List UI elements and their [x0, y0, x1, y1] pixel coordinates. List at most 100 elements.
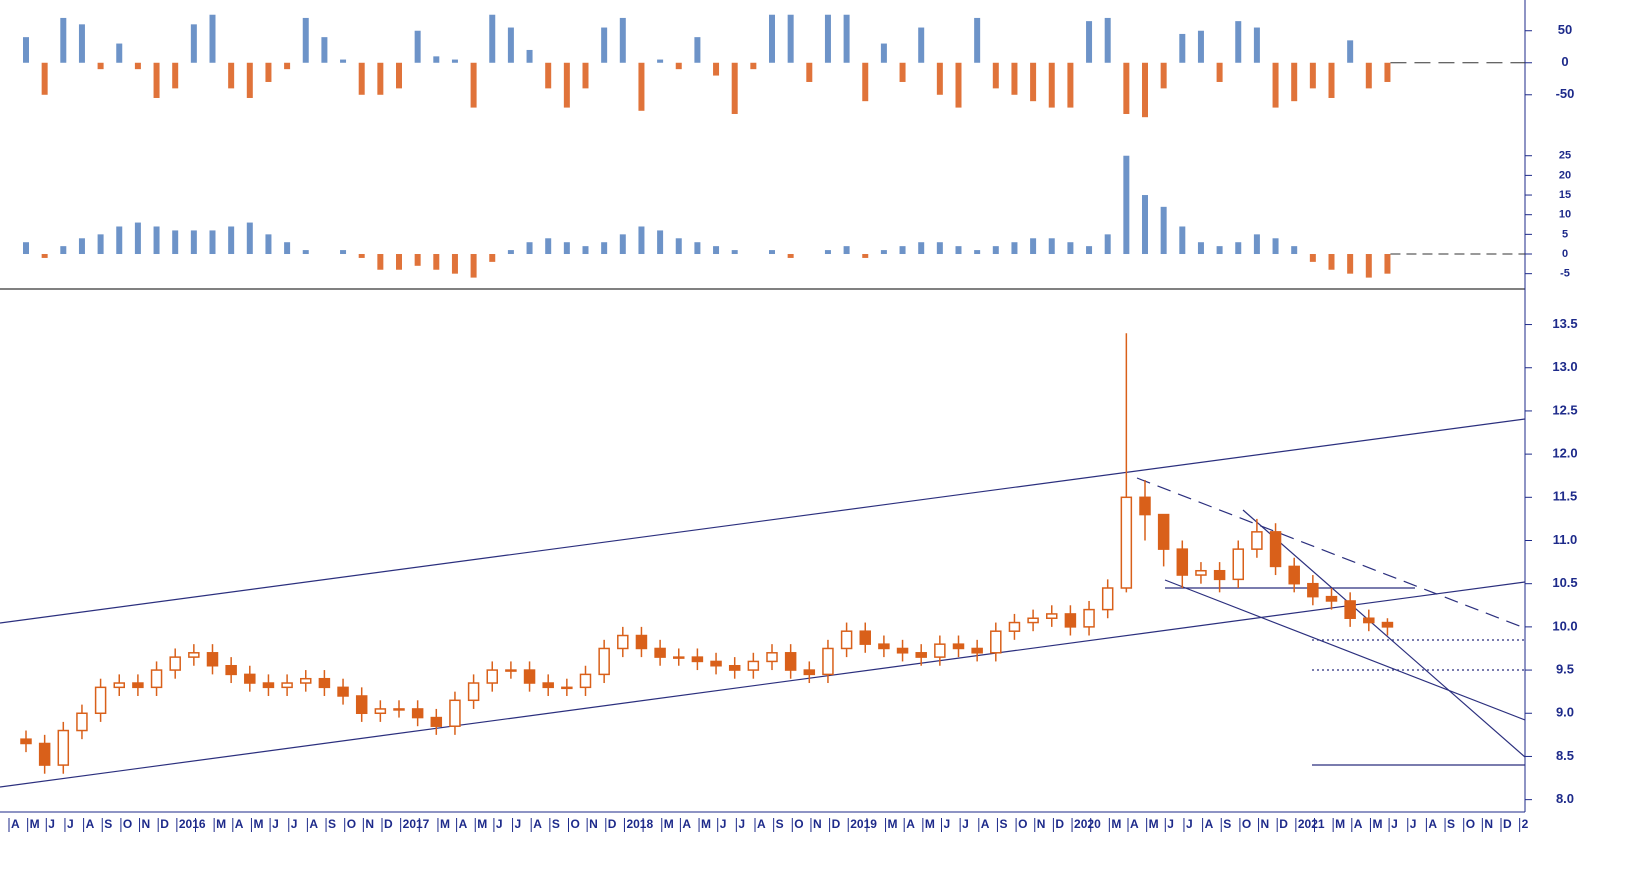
bar: [1197, 30, 1204, 63]
bar: [489, 254, 496, 262]
bar: [601, 27, 608, 63]
x-tick-label: A: [757, 817, 766, 831]
x-tick-label: A: [235, 817, 244, 831]
bar: [899, 62, 906, 82]
bar: [377, 254, 384, 270]
bar: [862, 62, 869, 102]
bar: [97, 62, 104, 70]
x-tick-label: J: [272, 817, 279, 831]
y-tick-label: 11.0: [1553, 532, 1578, 547]
x-tick-label: M: [1149, 817, 1159, 831]
candle-body: [449, 699, 461, 727]
bar: [172, 230, 179, 255]
x-tick-label: 2020: [1074, 817, 1101, 831]
bar: [1048, 62, 1055, 108]
x-tick-label: J: [515, 817, 522, 831]
y-tick-label: 12.5: [1552, 402, 1577, 417]
falling-trend: [1164, 579, 1526, 721]
x-tick-label: J: [1391, 817, 1398, 831]
candle-body: [784, 652, 797, 671]
candle-body: [113, 682, 125, 689]
candle-body: [822, 647, 834, 676]
x-tick-label: S: [999, 817, 1007, 831]
x-tick-label: M: [888, 817, 898, 831]
x-tick-label: J: [1167, 817, 1174, 831]
candle-body: [859, 630, 871, 645]
x-tick-label: A: [11, 817, 20, 831]
candle-body: [1269, 531, 1282, 568]
bar: [843, 246, 850, 255]
x-tick-label: M: [1372, 817, 1382, 831]
bar: [60, 17, 67, 63]
bar: [1104, 17, 1111, 63]
bar: [321, 37, 328, 63]
bar: [880, 250, 887, 255]
candle-body: [952, 643, 965, 650]
candle-body: [94, 686, 107, 715]
candle-body: [281, 682, 293, 689]
y-tick-label: -50: [1556, 86, 1575, 101]
candle-body: [1046, 613, 1058, 619]
bar: [1030, 62, 1037, 102]
y-tick-label: 8.5: [1556, 748, 1574, 763]
x-tick-label: A: [682, 817, 691, 831]
x-tick-label: M: [701, 817, 711, 831]
bar: [507, 27, 514, 63]
bar: [582, 62, 589, 89]
bar: [1272, 62, 1279, 108]
candle-body: [1232, 548, 1244, 581]
x-tick-label: J: [738, 817, 745, 831]
bar: [974, 250, 981, 255]
candle-body: [467, 682, 480, 702]
bar: [992, 62, 999, 89]
x-tick-label: A: [1428, 817, 1437, 831]
candle-body: [1307, 582, 1319, 598]
x-tick-label: J: [1410, 817, 1417, 831]
candle-body: [1008, 621, 1021, 632]
candle-body: [57, 729, 70, 766]
bar: [41, 254, 48, 258]
x-tick-label: N: [813, 817, 822, 831]
bar: [470, 254, 477, 278]
bar: [172, 62, 179, 89]
bar: [843, 14, 850, 63]
y-tick-label: 5: [1562, 228, 1568, 240]
bar: [209, 14, 216, 63]
candle-body: [300, 677, 312, 684]
bar: [1030, 238, 1037, 255]
x-tick-label: A: [309, 817, 318, 831]
y-tick-label: -5: [1560, 268, 1570, 280]
bar: [377, 62, 384, 95]
bar: [302, 17, 309, 63]
bar: [1253, 234, 1260, 255]
candle-body: [505, 669, 517, 672]
bar: [1384, 254, 1391, 274]
bar: [769, 250, 775, 255]
x-tick-label: 2: [1522, 817, 1529, 831]
bar: [992, 246, 999, 255]
x-tick-label: O: [571, 817, 580, 831]
x-tick-label: 2016: [179, 817, 206, 831]
bar: [1197, 242, 1204, 255]
candle-body: [206, 652, 219, 667]
bar: [1123, 155, 1130, 255]
candle-body: [542, 682, 554, 689]
bar: [134, 62, 141, 70]
bar: [787, 254, 794, 258]
x-tick-label: A: [533, 817, 542, 831]
y-tick-label: 13.0: [1552, 359, 1577, 374]
x-tick-label: N: [365, 817, 374, 831]
candle-body: [1157, 513, 1170, 550]
bar: [358, 254, 365, 258]
bar: [657, 230, 664, 255]
candle-body: [1288, 565, 1300, 585]
candle-body: [411, 708, 424, 719]
lower-channel: [0, 581, 1526, 788]
x-tick-label: N: [1484, 817, 1493, 831]
x-tick-label: D: [1279, 817, 1288, 831]
x-tick-label: D: [1503, 817, 1512, 831]
x-tick-label: J: [496, 817, 503, 831]
candle-body: [878, 643, 890, 650]
